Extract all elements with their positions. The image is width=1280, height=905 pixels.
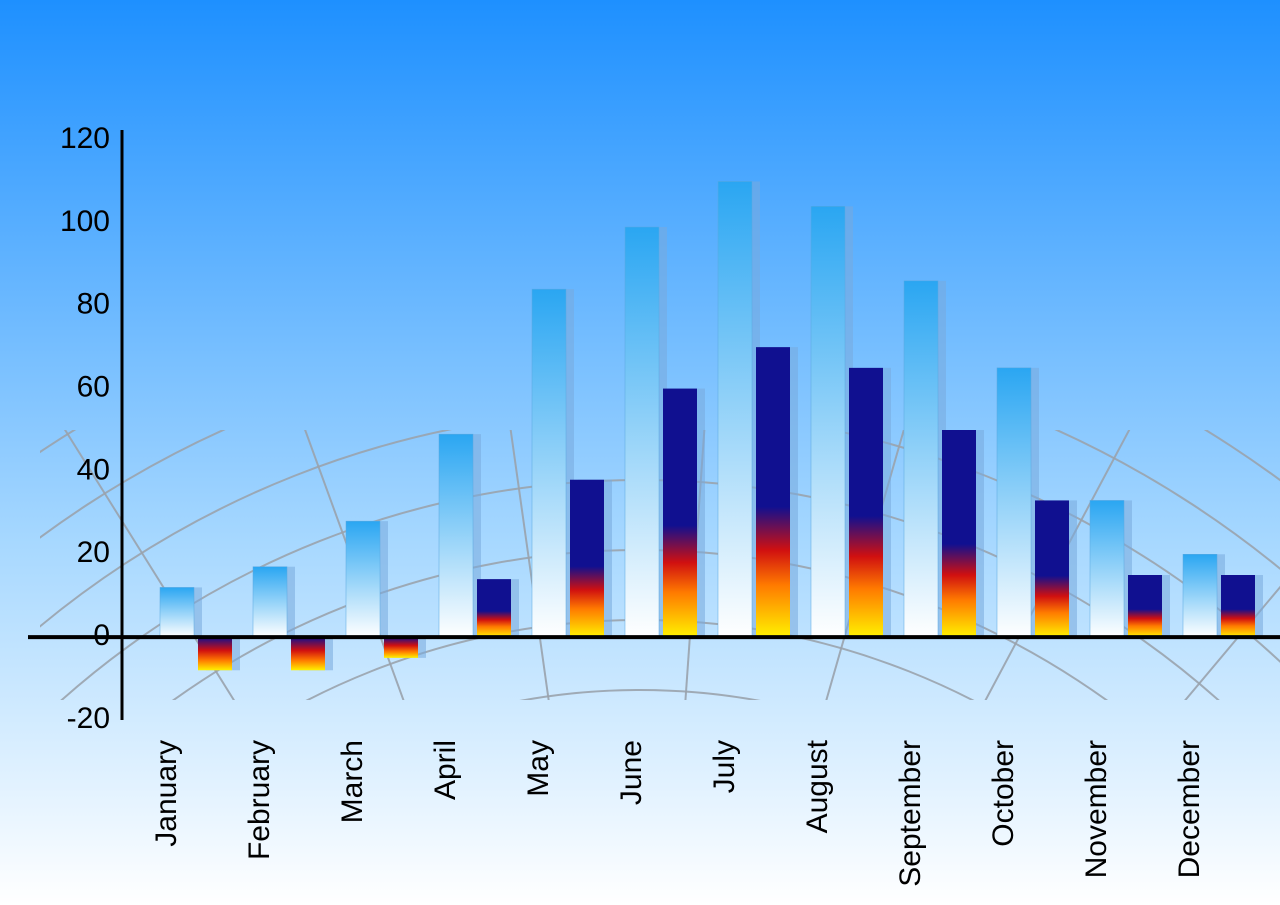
bar-series-a	[346, 521, 380, 637]
bar-series-a	[811, 206, 845, 637]
chart-svg: -20 0 20 40 60 80 100 120 January February March A…	[0, 0, 1280, 905]
bar-series-b	[384, 637, 418, 658]
x-tick-label: November	[1080, 740, 1113, 878]
bar-series-a	[160, 587, 194, 637]
x-tick-label: July	[708, 740, 741, 793]
bar-series-a	[997, 368, 1031, 637]
bar-series-b	[477, 579, 511, 637]
bar-series-b	[291, 637, 325, 670]
x-tick-label: March	[336, 740, 369, 823]
bar-series-b	[1035, 500, 1069, 637]
x-tick-label: September	[894, 740, 927, 887]
x-tick-label: May	[522, 740, 555, 797]
y-tick-label: 120	[60, 122, 110, 155]
x-tick-label: January	[150, 740, 183, 847]
x-tick-label: February	[243, 740, 276, 860]
x-tick-label: December	[1173, 740, 1206, 878]
y-tick-label: 20	[77, 536, 110, 569]
bar-series-b	[663, 389, 697, 638]
bar-series-a	[1183, 554, 1217, 637]
y-tick-label: 80	[77, 288, 110, 321]
y-tick-label: 60	[77, 370, 110, 403]
bar-series-b	[1221, 575, 1255, 637]
chart-container: -20 0 20 40 60 80 100 120 January February March A…	[0, 0, 1280, 905]
bar-series-b	[198, 637, 232, 670]
bar-series-b	[756, 347, 790, 637]
bar-series-b	[849, 368, 883, 637]
x-tick-label: June	[615, 740, 648, 805]
y-tick-label: -20	[67, 702, 110, 735]
bar-series-a	[439, 434, 473, 637]
bar-series-b	[1128, 575, 1162, 637]
y-tick-label: 0	[93, 619, 110, 652]
y-tick-label: 40	[77, 453, 110, 486]
bar-series-b	[942, 430, 976, 637]
x-tick-label: August	[801, 739, 834, 833]
bar-series-a	[904, 281, 938, 637]
bar-series-a	[625, 227, 659, 637]
y-tick-label: 100	[60, 205, 110, 238]
bar-series-a	[532, 289, 566, 637]
x-tick-label: April	[429, 740, 462, 800]
bar-series-a	[718, 181, 752, 637]
x-tick-label: October	[987, 740, 1020, 847]
bar-series-b	[570, 480, 604, 637]
bar-series-a	[253, 567, 287, 637]
bar-series-a	[1090, 500, 1124, 637]
